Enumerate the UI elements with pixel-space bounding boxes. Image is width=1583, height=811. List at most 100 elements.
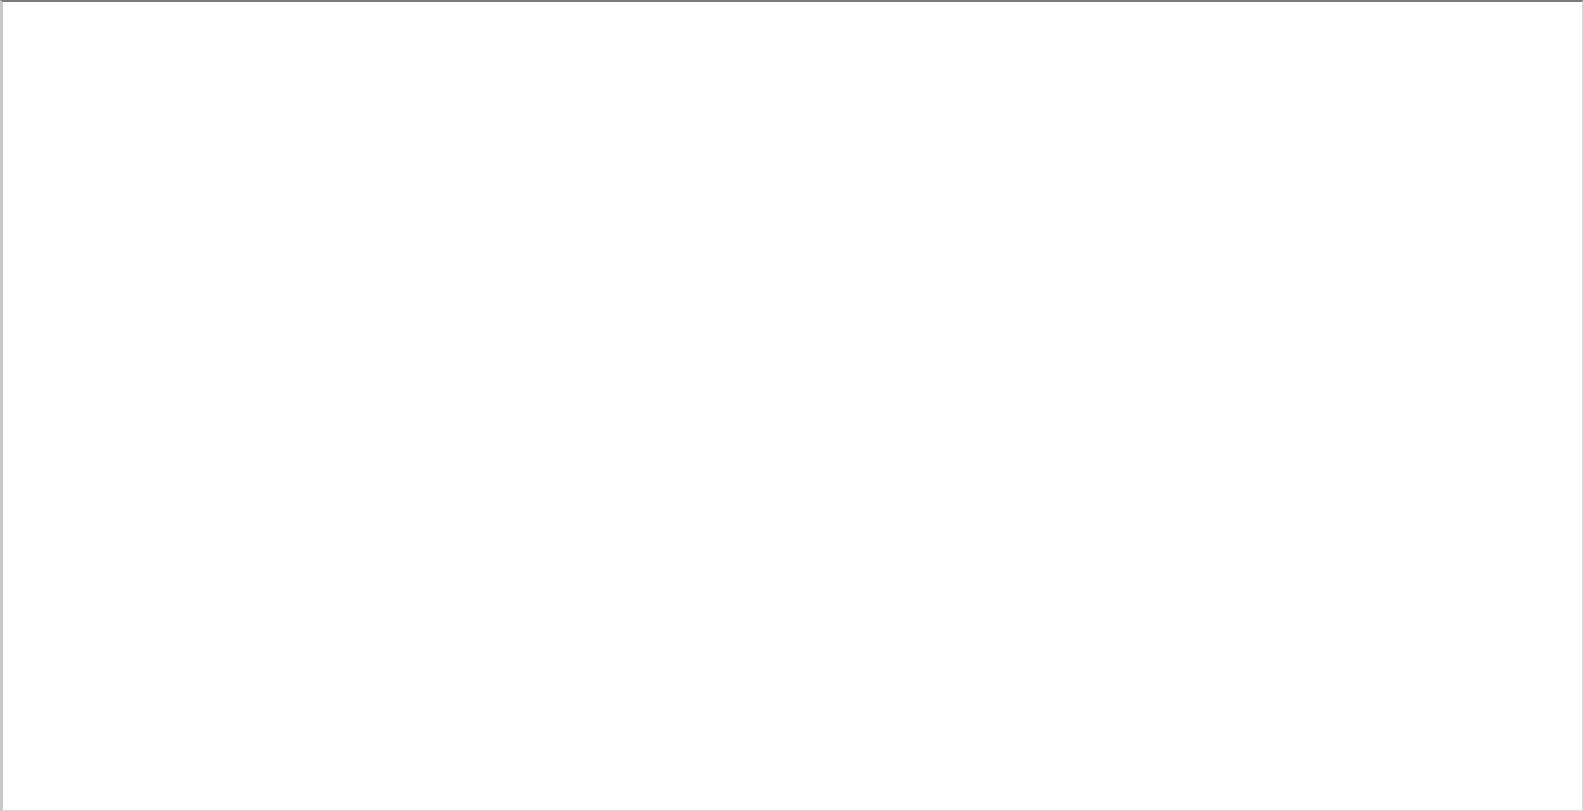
candle-body <box>678 313 687 322</box>
candle-body <box>314 389 323 396</box>
macd-histogram-bar <box>255 635 260 754</box>
macd-histogram-bar <box>286 635 290 758</box>
macd-histogram-bar <box>316 635 320 752</box>
candle-body <box>668 295 676 315</box>
macd-histogram-bar <box>1457 635 1461 672</box>
candle-body <box>405 256 414 295</box>
price-scale-label: 3764.0 <box>1483 411 1529 428</box>
candle-body <box>1051 414 1060 426</box>
candle-body <box>859 139 868 184</box>
arrow-head <box>1219 240 1260 300</box>
triangle-down-icon[interactable] <box>11 11 23 20</box>
candle-body <box>304 389 313 436</box>
macd-histogram-bar <box>367 635 371 713</box>
candle-body <box>1193 464 1202 493</box>
candle-body <box>607 281 616 302</box>
candle-body <box>21 147 30 176</box>
candle-body <box>708 308 717 352</box>
macd-histogram-bar <box>33 635 37 679</box>
candle-body <box>920 63 929 104</box>
macd-histogram-bar <box>700 622 704 635</box>
date-axis-label: 17 Jul 01:30 <box>650 788 730 804</box>
macd-histogram-bar <box>266 635 270 756</box>
candle-body <box>213 409 222 431</box>
macd-histogram-bar <box>1245 610 1249 635</box>
macd-histogram-bar <box>1276 628 1280 635</box>
candle-body <box>92 263 101 268</box>
macd-histogram-bar <box>801 635 805 642</box>
candle-body <box>1092 318 1101 332</box>
price-chart-pane[interactable]: CHINA300-,H4 3788.6 3795.7 3783.1 3795.4 <box>4 4 1476 520</box>
macd-histogram-bar <box>387 635 391 696</box>
candle-body <box>223 392 232 431</box>
candle-body <box>385 261 394 275</box>
candle-body <box>890 263 899 292</box>
macd-histogram-bar <box>629 598 633 635</box>
candle-body <box>344 328 353 369</box>
price-scale[interactable]: 4078.5 4026.0 3973.5 3921.5 3869.0 3816.5 3764… <box>1477 0 1583 811</box>
candle-body <box>900 248 909 292</box>
candle-body <box>284 347 293 389</box>
candle-body <box>1324 379 1333 399</box>
candle-body <box>577 281 586 325</box>
macd-histogram-bar <box>437 635 441 679</box>
candle-body <box>1223 481 1232 485</box>
candle-body <box>748 219 757 317</box>
date-axis-label: 18 Aug 01:30 <box>1037 788 1123 804</box>
candle-body <box>910 63 919 250</box>
candle-body <box>718 308 727 327</box>
candle-body <box>1213 481 1222 500</box>
candle-body <box>253 350 262 369</box>
price-chart-canvas[interactable] <box>5 5 1475 519</box>
candle-body <box>31 147 40 188</box>
macd-histogram-bar <box>1427 635 1431 646</box>
macd-histogram-bar <box>104 635 108 696</box>
candle-body <box>122 303 131 334</box>
candle-body <box>839 97 848 109</box>
macd-indicator-pane[interactable]: MACD(12,26,9) -14.11 -24.29 <box>4 523 1476 782</box>
macd-histogram-bar <box>276 635 280 756</box>
candle-body <box>930 102 939 137</box>
candle-body <box>758 219 767 226</box>
macd-histogram-bar <box>1053 589 1057 635</box>
macd-histogram-bar <box>498 635 502 668</box>
macd-histogram-bar <box>64 635 68 681</box>
macd-histogram-bar <box>760 635 765 644</box>
macd-histogram-bar <box>235 635 239 750</box>
macd-histogram-bar <box>1114 557 1118 635</box>
chart-header-text: CHINA300-,H4 3788.6 3795.7 3783.1 3795.4 <box>28 8 323 24</box>
candle-body <box>526 352 535 386</box>
candle-body <box>1294 409 1303 424</box>
macd-chart-canvas[interactable] <box>5 524 1475 781</box>
macd-histogram-bar <box>710 626 714 635</box>
macd-histogram-bar <box>185 635 189 730</box>
macd-histogram-bar <box>1205 585 1209 635</box>
macd-histogram-bar <box>730 635 734 636</box>
candle-body <box>264 350 272 379</box>
last-price-badge[interactable]: 3795.4 <box>1480 368 1533 388</box>
candle-body <box>728 261 737 327</box>
candle-body <box>536 352 545 372</box>
date-axis-label: 9 Jun 01:30 <box>263 788 339 804</box>
macd-scale-label: 0.00 <box>1483 626 1513 643</box>
candle-body <box>476 384 485 401</box>
candle-body <box>779 144 788 243</box>
candle-body <box>657 256 666 297</box>
macd-histogram-bar <box>195 635 199 735</box>
macd-histogram-bar <box>43 635 47 679</box>
macd-histogram-bar <box>649 600 653 635</box>
price-scale-label: 3816.5 <box>1483 348 1529 365</box>
candle-body <box>455 355 464 394</box>
date-axis-label: 27 Jul 01:30 <box>779 788 859 804</box>
price-scale-label: 3869.0 <box>1483 283 1529 300</box>
macd-histogram-bar <box>740 635 744 640</box>
chart-top-marker-icon[interactable] <box>1193 3 1213 14</box>
candle-body <box>82 199 91 268</box>
support-price-badge[interactable]: 3750.0 <box>1480 429 1533 449</box>
macd-histogram-bar <box>609 606 613 635</box>
macd-histogram-bar <box>447 635 451 679</box>
macd-histogram-bar <box>518 635 522 659</box>
macd-histogram-bar <box>508 635 512 663</box>
candle-body <box>233 392 242 416</box>
candle-body <box>41 179 50 188</box>
